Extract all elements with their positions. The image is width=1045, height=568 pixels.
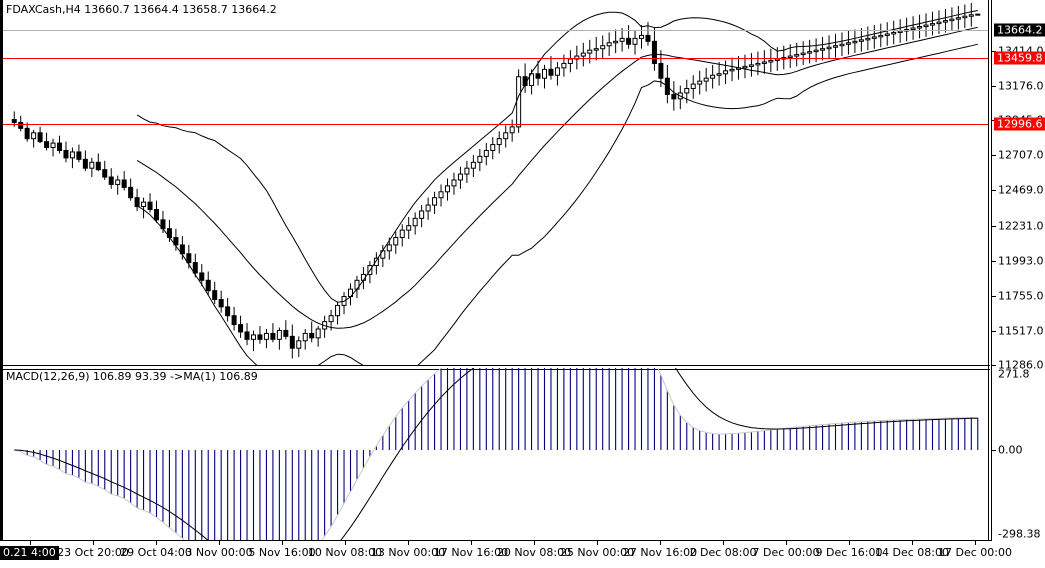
price-axis-label: 12469.0	[998, 183, 1044, 197]
price-axis-label: 11286.0	[998, 358, 1044, 372]
time-axis-label: 27 Nov 16:00	[622, 546, 698, 559]
time-axis-tick	[975, 541, 976, 545]
price-axis-tick	[992, 86, 996, 88]
chart-left-border	[0, 0, 3, 540]
macd-legend: MACD(12,26,9) 106.89 93.39 ->MA(1) 106.8…	[6, 370, 258, 383]
price-level-line-lower	[0, 124, 988, 125]
price-axis-tick	[992, 155, 996, 157]
time-axis-tick	[534, 541, 535, 545]
crosshair-time-chip[interactable]: 0.21 4:00	[0, 546, 59, 560]
time-axis-tick	[912, 541, 913, 545]
time-axis-tick	[219, 541, 220, 545]
time-axis-tick	[156, 541, 157, 545]
time-axis-label: 14 Dec 08:00	[875, 546, 949, 559]
time-axis-tick	[282, 541, 283, 545]
price-axis-label: 11755.0	[998, 289, 1044, 303]
price-axis-tick	[992, 330, 996, 332]
time-axis-label: 29 Oct 04:00	[120, 546, 192, 559]
price-level-line-upper	[0, 58, 988, 59]
time-axis-tick	[786, 541, 787, 545]
price-axis-label: 12707.0	[998, 148, 1044, 162]
price-axis-line-inner	[991, 0, 992, 540]
time-axis-label: 17 Nov 16:00	[433, 546, 509, 559]
time-axis-label: 3 Nov 00:00	[185, 546, 253, 559]
time-axis-line	[0, 540, 992, 541]
time-axis-label: 25 Nov 00:00	[559, 546, 635, 559]
macd-axis-tick	[992, 449, 996, 451]
price-axis-label: 11993.0	[998, 254, 1044, 268]
time-axis-tick	[471, 541, 472, 545]
price-chart-svg	[11, 2, 981, 365]
time-axis-tick	[849, 541, 850, 545]
macd-axis-label: 0.00	[998, 443, 1023, 457]
time-axis-label: 2 Dec 08:00	[689, 546, 757, 559]
price-axis-tick	[992, 295, 996, 297]
price-axis-tick	[992, 260, 996, 262]
time-axis-label: 10 Nov 08:00	[307, 546, 383, 559]
price-axis-label: 13176.0	[998, 79, 1044, 93]
time-axis-tick	[30, 541, 31, 545]
price-level-chip[interactable]: 13459.8	[994, 51, 1045, 65]
time-axis-label: 17 Dec 00:00	[938, 546, 1012, 559]
time-axis-tick	[723, 541, 724, 545]
time-axis-tick	[93, 541, 94, 545]
symbol-legend: FDAXCash,H4 13660.7 13664.4 13658.7 1366…	[6, 3, 277, 16]
macd-panel[interactable]	[3, 368, 988, 540]
crosshair-price-line	[0, 30, 988, 31]
price-axis-label: 12231.0	[998, 219, 1044, 233]
time-axis-tick	[660, 541, 661, 545]
time-axis-label: 9 Dec 16:00	[815, 546, 883, 559]
price-axis-label: 11517.0	[998, 324, 1044, 338]
price-axis-tick	[992, 365, 996, 366]
time-axis-tick	[408, 541, 409, 545]
current-price-chip[interactable]: 13664.2	[994, 23, 1045, 37]
price-axis[interactable]: 13414.013176.012945.012707.012469.012231…	[992, 0, 1045, 541]
macd-axis-label: 271.8	[998, 367, 1030, 381]
panel-separator	[0, 365, 990, 370]
price-level-chip[interactable]: 12996.6	[994, 117, 1045, 131]
price-axis-tick	[992, 190, 996, 192]
price-axis-line	[988, 0, 989, 540]
price-panel[interactable]	[3, 0, 988, 365]
time-axis-label: 7 Dec 00:00	[752, 546, 820, 559]
time-axis-label: 13 Nov 00:00	[370, 546, 446, 559]
time-axis-tick	[345, 541, 346, 545]
price-axis-tick	[992, 225, 996, 227]
time-axis-label: 20 Nov 08:00	[496, 546, 572, 559]
time-axis-tick	[597, 541, 598, 545]
time-axis-label: 23 Oct 20:00	[57, 546, 129, 559]
macd-axis-label: -298.38	[998, 527, 1041, 541]
macd-chart-svg	[14, 368, 979, 540]
time-axis-label: 5 Nov 16:00	[248, 546, 316, 559]
